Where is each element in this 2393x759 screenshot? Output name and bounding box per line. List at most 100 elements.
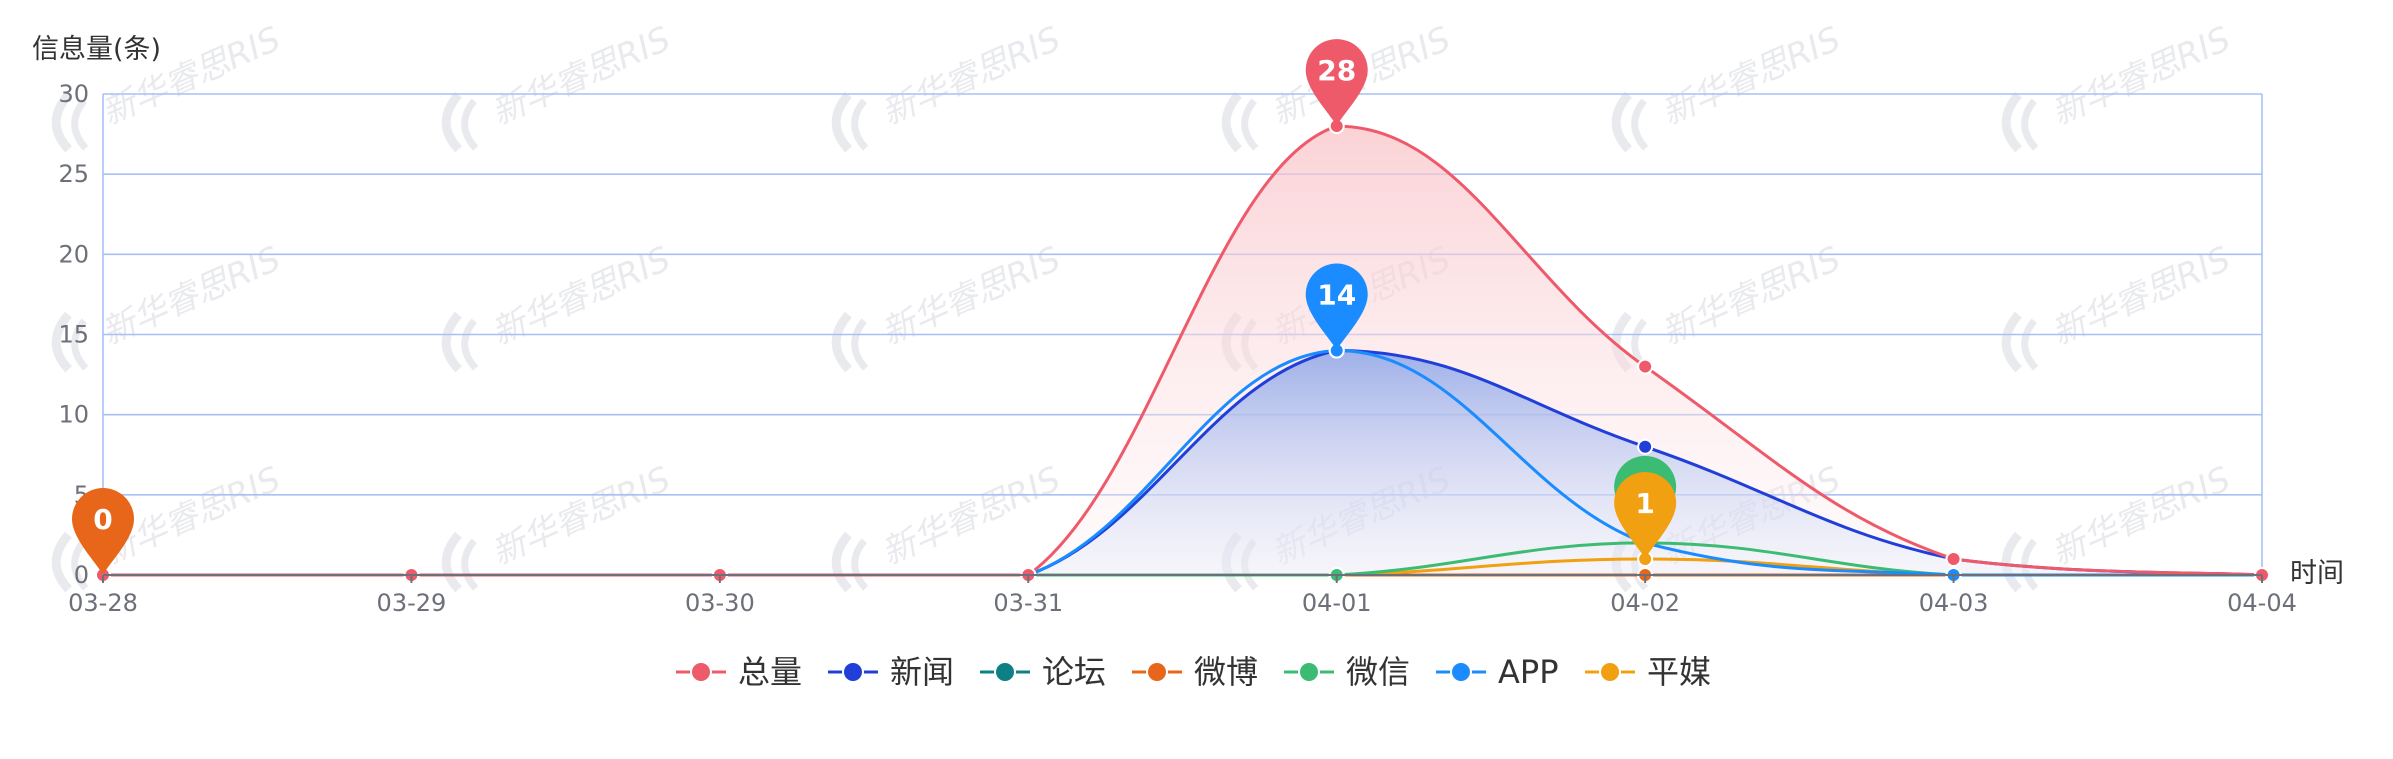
watermark-logo-mark bbox=[2021, 318, 2039, 371]
y-tick-label: 30 bbox=[58, 80, 89, 108]
watermark-logo-mark bbox=[71, 318, 89, 371]
legend-label: 新闻 bbox=[890, 653, 954, 691]
data-point-0-6 bbox=[1945, 550, 1962, 567]
watermark-tile: 新华睿思RIS bbox=[441, 239, 677, 373]
watermark-logo-mark bbox=[461, 318, 479, 371]
x-tick-label: 04-01 bbox=[1302, 589, 1372, 617]
y-tick-label: 25 bbox=[58, 160, 89, 188]
y-tick-label: 15 bbox=[58, 321, 89, 349]
watermark-logo-mark bbox=[831, 311, 853, 373]
data-point-0-5 bbox=[1637, 358, 1654, 375]
marker-pin-layer: 0 28 14 1 bbox=[72, 39, 1677, 575]
marker-pin-2: 14 bbox=[1305, 263, 1368, 351]
legend-swatch-dot bbox=[842, 661, 864, 683]
watermark-logo-mark bbox=[2001, 91, 2023, 153]
marker-pin-label: 0 bbox=[93, 503, 112, 536]
watermark-logo-mark bbox=[2021, 538, 2039, 591]
legend-item-6: 平媒 bbox=[1585, 653, 1711, 691]
watermark-logo-mark bbox=[71, 98, 89, 151]
watermark-logo-mark bbox=[441, 91, 463, 153]
watermark-logo-mark bbox=[851, 98, 869, 151]
legend-swatch-dot bbox=[1599, 661, 1621, 683]
legend-item-1: 新闻 bbox=[828, 653, 954, 691]
watermark-tile: 新华睿思RIS bbox=[831, 19, 1067, 153]
marker-pin-1: 28 bbox=[1305, 39, 1368, 127]
watermark-logo-mark bbox=[831, 91, 853, 153]
marker-pin-label: 14 bbox=[1317, 279, 1356, 312]
watermark-logo-mark bbox=[71, 538, 89, 591]
legend-label: 总量 bbox=[738, 653, 802, 691]
y-tick-label: 10 bbox=[58, 401, 89, 429]
watermark-logo-mark bbox=[2001, 531, 2023, 593]
watermark-text: 新华睿思RIS bbox=[2046, 19, 2237, 133]
watermark-logo-mark bbox=[831, 531, 853, 593]
watermark-text: 新华睿思RIS bbox=[2046, 459, 2237, 573]
x-tick-label: 03-31 bbox=[993, 589, 1063, 617]
legend-swatch-dot bbox=[1146, 661, 1168, 683]
watermark-tile: 新华睿思RIS bbox=[441, 19, 677, 153]
data-point-1-5 bbox=[1637, 438, 1654, 455]
watermark-tile: 新华睿思RIS bbox=[1611, 19, 1847, 153]
series-area-0 bbox=[103, 126, 2262, 575]
watermark-logo-mark bbox=[461, 538, 479, 591]
marker-pin-0: 0 bbox=[72, 488, 134, 575]
x-tick-label: 03-29 bbox=[377, 589, 447, 617]
x-tick-label: 03-28 bbox=[68, 589, 138, 617]
legend-label: 微信 bbox=[1346, 653, 1410, 691]
x-tick-label: 03-30 bbox=[685, 589, 755, 617]
area-layer bbox=[103, 126, 2262, 575]
watermark-tile: 新华睿思RIS bbox=[831, 239, 1067, 373]
watermark-text: 新华睿思RIS bbox=[876, 459, 1067, 573]
legend-swatch-dot bbox=[690, 661, 712, 683]
watermark-logo-mark bbox=[441, 531, 463, 593]
watermark-tile: 新华睿思RIS bbox=[1611, 239, 1847, 373]
watermark-tile: 新华睿思RIS bbox=[2001, 19, 2237, 153]
watermark-logo-mark bbox=[2021, 98, 2039, 151]
watermark-logo-mark bbox=[1631, 98, 1649, 151]
marker-pin-4: 1 bbox=[1614, 471, 1677, 559]
watermark-logo-mark bbox=[51, 91, 73, 153]
legend-label: 论坛 bbox=[1042, 653, 1106, 691]
x-tick-label: 04-02 bbox=[1610, 589, 1680, 617]
x-tick-label: 04-03 bbox=[1919, 589, 1989, 617]
legend-item-2: 论坛 bbox=[980, 653, 1106, 691]
legend-swatch-dot bbox=[994, 661, 1016, 683]
x-tick-label: 04-04 bbox=[2227, 589, 2297, 617]
marker-pin-shape bbox=[1305, 263, 1368, 351]
marker-pin-shape bbox=[72, 488, 134, 575]
watermark-logo-mark bbox=[441, 311, 463, 373]
legend-label: APP bbox=[1498, 653, 1558, 691]
marker-pin-shape bbox=[1614, 471, 1677, 559]
legend-label: 平媒 bbox=[1647, 653, 1711, 691]
watermark-logo-mark bbox=[1241, 98, 1259, 151]
series-area-1 bbox=[103, 350, 2262, 575]
watermark-logo-mark bbox=[1611, 91, 1633, 153]
y-tick-label: 0 bbox=[74, 561, 89, 589]
legend-item-0: 总量 bbox=[676, 653, 802, 691]
x-axis-title: 时间 bbox=[2290, 558, 2344, 589]
marker-pin-label: 28 bbox=[1317, 54, 1356, 87]
watermark-logo-mark bbox=[51, 311, 73, 373]
marker-pin-shape bbox=[1305, 39, 1368, 127]
watermark-text: 新华睿思RIS bbox=[876, 19, 1067, 133]
watermark-logo-mark bbox=[2001, 311, 2023, 373]
watermark-logo-mark bbox=[1221, 91, 1243, 153]
watermark-text: 新华睿思RIS bbox=[486, 19, 677, 133]
watermark-text: 新华睿思RIS bbox=[1656, 19, 1847, 133]
legend-swatch-dot bbox=[1450, 661, 1472, 683]
watermark-logo-mark bbox=[461, 98, 479, 151]
y-tick-label: 20 bbox=[58, 240, 89, 268]
legend-label: 微博 bbox=[1194, 653, 1258, 691]
watermark-text: 新华睿思RIS bbox=[96, 239, 287, 353]
legend-item-3: 微博 bbox=[1132, 653, 1258, 691]
legend-item-4: 微信 bbox=[1284, 653, 1410, 691]
watermark-text: 新华睿思RIS bbox=[2046, 239, 2237, 353]
marker-pin-label: 1 bbox=[1635, 487, 1654, 520]
legend-swatch-dot bbox=[1298, 661, 1320, 683]
watermark-tile: 新华睿思RIS bbox=[2001, 239, 2237, 373]
watermark-text: 新华睿思RIS bbox=[876, 239, 1067, 353]
watermark-text: 新华睿思RIS bbox=[1656, 239, 1847, 353]
